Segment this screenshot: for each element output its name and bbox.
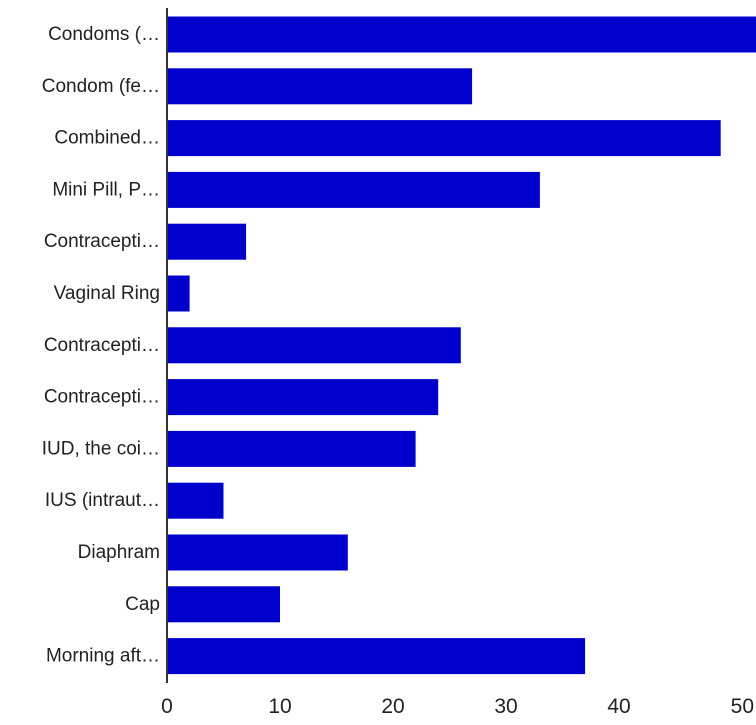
category-label-9: IUS (intraut… bbox=[45, 490, 160, 511]
category-label-3: Mini Pill, P… bbox=[52, 179, 160, 200]
bar-7 bbox=[167, 379, 439, 416]
category-label-2: Combined… bbox=[54, 128, 160, 149]
category-label-4: Contracepti… bbox=[44, 231, 160, 252]
category-labels-group: Condoms (… Condom (fe… Combined… Mini Pill,… bbox=[42, 24, 160, 667]
bar-3 bbox=[167, 171, 540, 208]
category-label-12: Morning aft… bbox=[46, 646, 160, 667]
bar-11 bbox=[167, 586, 280, 623]
category-label-6: Contracepti… bbox=[44, 335, 160, 356]
bar-8 bbox=[167, 430, 416, 467]
category-label-0: Condoms (… bbox=[48, 24, 160, 45]
bar-5 bbox=[167, 275, 190, 312]
bars-group bbox=[167, 16, 756, 675]
x-tick-labels-group: 0 10 20 30 40 50 bbox=[161, 695, 754, 718]
bar-9 bbox=[167, 482, 224, 519]
bar-0 bbox=[167, 16, 756, 53]
x-tick-label-2: 20 bbox=[381, 695, 404, 718]
category-label-1: Condom (fe… bbox=[42, 76, 160, 97]
bar-2 bbox=[167, 120, 721, 157]
bar-12 bbox=[167, 638, 586, 675]
x-tick-label-3: 30 bbox=[494, 695, 517, 718]
category-label-7: Contracepti… bbox=[44, 387, 160, 408]
bar-10 bbox=[167, 534, 348, 571]
category-label-5: Vaginal Ring bbox=[54, 283, 160, 304]
x-tick-label-4: 40 bbox=[607, 695, 630, 718]
category-label-11: Cap bbox=[125, 594, 160, 615]
category-label-8: IUD, the coi… bbox=[42, 438, 160, 459]
x-tick-label-0: 0 bbox=[161, 695, 173, 718]
bar-1 bbox=[167, 68, 473, 105]
bar-4 bbox=[167, 223, 247, 260]
category-label-10: Diaphram bbox=[78, 542, 160, 563]
x-tick-label-1: 10 bbox=[268, 695, 291, 718]
bar-6 bbox=[167, 327, 461, 364]
x-tick-label-5: 50 bbox=[731, 695, 754, 718]
